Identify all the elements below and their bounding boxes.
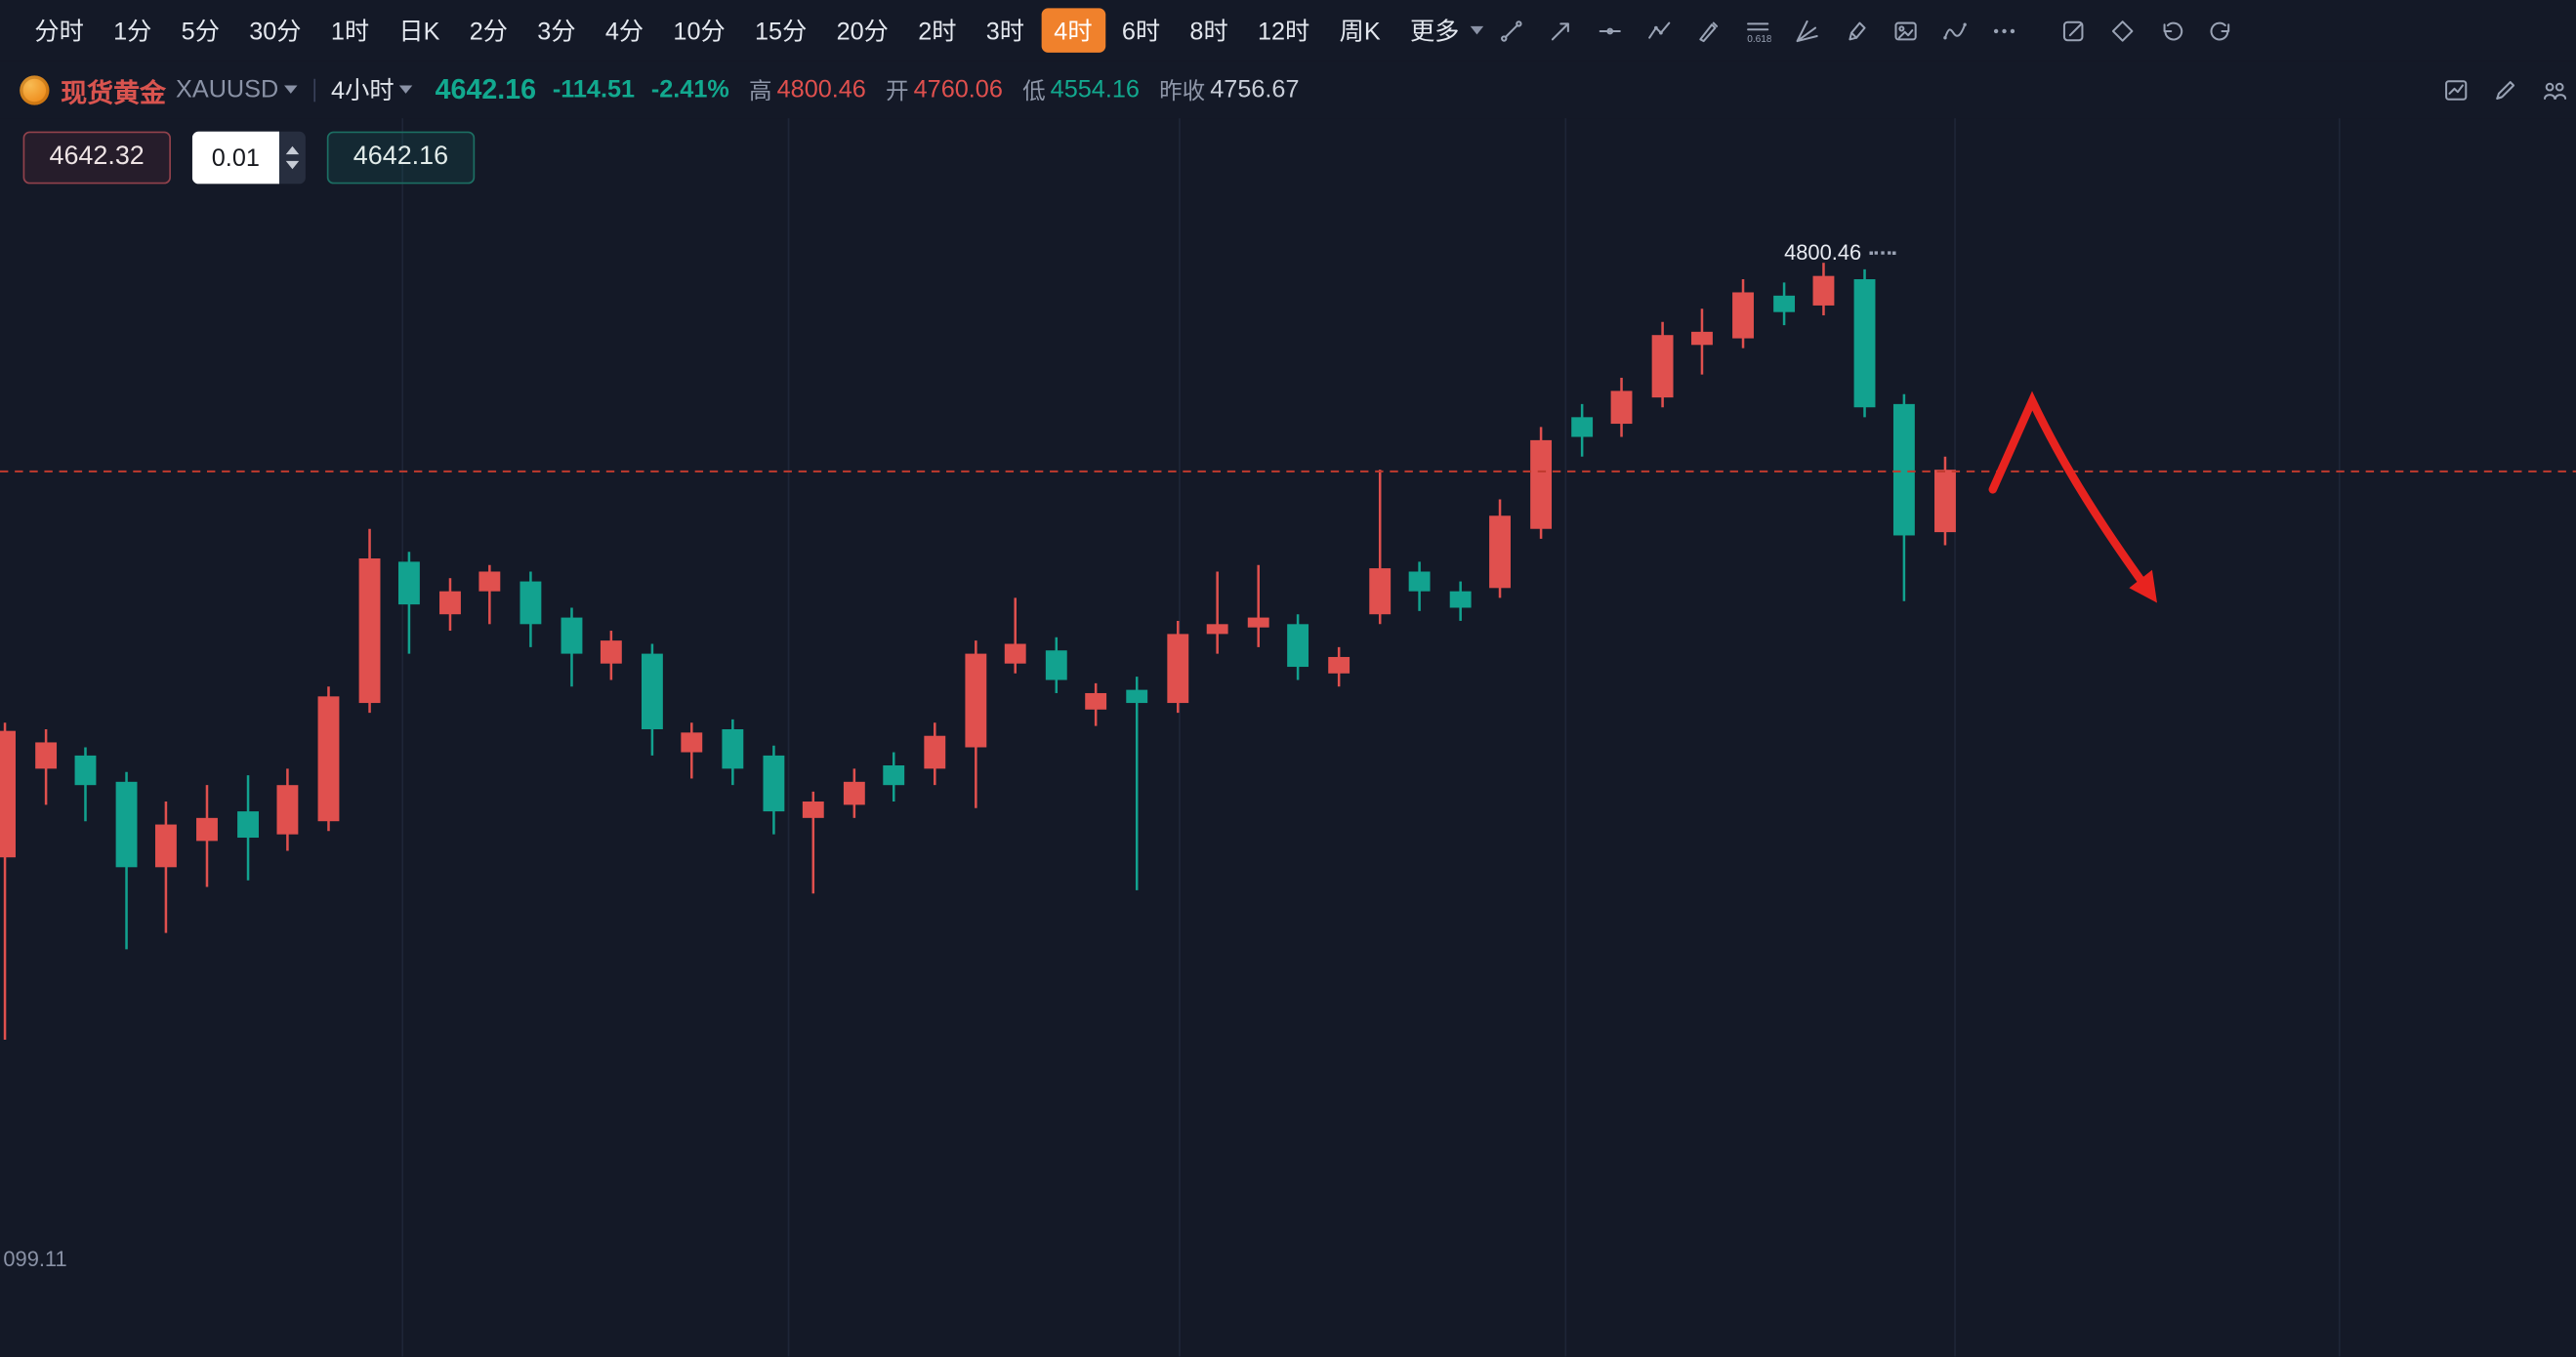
indicator-icon[interactable] [2443, 76, 2470, 103]
marker-icon[interactable] [1844, 18, 1870, 44]
order-panel: 4642.32 0.01 4642.16 [22, 131, 476, 185]
price-change: -114.51 [552, 75, 636, 103]
low-label: 低 [1022, 76, 1046, 103]
sell-price-button[interactable]: 4642.32 [22, 131, 171, 185]
timeframe-1时[interactable]: 1时 [317, 8, 382, 52]
brush-icon[interactable] [1696, 18, 1723, 44]
quantity-stepper[interactable]: 0.01 [191, 131, 307, 185]
timeframe-10分[interactable]: 10分 [660, 8, 738, 52]
symbol-ticker-text: XAUUSD [176, 75, 279, 103]
high-price-text: 4800.46 [1784, 239, 1862, 265]
high-price-label: 4800.46 [1784, 239, 1896, 265]
timeframe-30分[interactable]: 30分 [236, 8, 314, 52]
image-icon[interactable] [1893, 18, 1920, 44]
axis-partial-label: 099.11 [3, 1246, 67, 1272]
chevron-down-icon [283, 85, 297, 94]
timeframe-2分[interactable]: 2分 [456, 8, 520, 52]
more-tools-icon[interactable] [1992, 18, 2018, 44]
timeframe-list: 分时 1分 5分 30分 1时 日K 2分 3分 4分 10分 15分 20分 2时 3时 4时 6时 8时 12… [20, 8, 1499, 53]
timeframe-4分[interactable]: 4分 [592, 8, 656, 52]
open-value: 4760.06 [913, 75, 1003, 103]
edit-chart-icon[interactable] [2060, 18, 2087, 44]
symbol-ticker-select[interactable]: XAUUSD [176, 75, 297, 103]
chevron-down-icon [398, 85, 413, 94]
undo-icon[interactable] [2159, 18, 2185, 44]
fan-lines-icon[interactable] [1795, 18, 1821, 44]
timeframe-5分[interactable]: 5分 [168, 8, 232, 52]
timeframe-3分[interactable]: 3分 [524, 8, 589, 52]
chevron-down-icon [1471, 25, 1484, 35]
quantity-spin-buttons [279, 131, 307, 185]
price-change-pct: -2.41% [650, 75, 729, 103]
timeframe-6时[interactable]: 6时 [1108, 8, 1173, 52]
quantity-value[interactable]: 0.01 [191, 131, 280, 185]
timeframe-4时[interactable]: 4时 [1040, 8, 1106, 53]
polyline-icon[interactable] [1646, 18, 1673, 44]
ray-arrow-icon[interactable] [1548, 18, 1574, 44]
svg-text:0.618: 0.618 [1748, 33, 1771, 44]
prev-close-label: 昨收 [1159, 76, 1206, 103]
timeframe-8时[interactable]: 8时 [1177, 8, 1241, 52]
quote-bar-icons [2443, 76, 2567, 103]
prev-close-value: 4756.67 [1210, 75, 1300, 103]
pencil-icon[interactable] [2492, 76, 2518, 103]
timeframe-20分[interactable]: 20分 [823, 8, 901, 52]
gold-coin-icon [20, 74, 50, 104]
interval-select[interactable]: 4小时 [331, 72, 413, 106]
symbol-quote-bar: 现货黄金 XAUUSD 4小时 4642.16 -114.51 -2.41% 高… [0, 61, 2576, 119]
diamond-tool-icon[interactable] [2110, 18, 2137, 44]
timeframe-12时[interactable]: 12时 [1245, 8, 1323, 52]
dotted-line [1869, 250, 1896, 254]
divider [312, 77, 315, 102]
wave-icon[interactable] [1942, 18, 1969, 44]
timeframe-日K[interactable]: 日K [386, 8, 453, 52]
interval-text: 4小时 [331, 77, 395, 105]
timeframe-3时[interactable]: 3时 [973, 8, 1037, 52]
timeframe-更多[interactable]: 更多 [1396, 8, 1497, 52]
users-icon[interactable] [2542, 76, 2568, 103]
timeframe-1分[interactable]: 1分 [101, 8, 165, 52]
trend-line-icon[interactable] [1499, 18, 1525, 44]
horizontal-line-icon[interactable] [1598, 18, 1624, 44]
high-label: 高 [749, 76, 772, 103]
redo-icon[interactable] [2209, 18, 2235, 44]
high-value: 4800.46 [776, 75, 866, 103]
last-price: 4642.16 [435, 72, 537, 104]
drawing-tools: 0.618 [1499, 18, 2018, 44]
open-label: 开 [886, 76, 909, 103]
quantity-decrease-button[interactable] [285, 160, 300, 170]
timeframe-周K[interactable]: 周K [1326, 8, 1393, 52]
timeframe-toolbar: 分时 1分 5分 30分 1时 日K 2分 3分 4分 10分 15分 20分 2时 3时 4时 6时 8时 12… [0, 0, 2576, 62]
fib-retracement-icon[interactable]: 0.618 [1745, 18, 1771, 44]
low-value: 4554.16 [1050, 75, 1140, 103]
quantity-increase-button[interactable] [285, 145, 300, 155]
timeframe-分时[interactable]: 分时 [21, 8, 97, 52]
buy-price-button[interactable]: 4642.16 [326, 131, 476, 185]
timeframe-15分[interactable]: 15分 [742, 8, 820, 52]
timeframe-2时[interactable]: 2时 [905, 8, 970, 52]
chart-action-tools [2060, 18, 2234, 44]
symbol-name: 现货黄金 [61, 79, 166, 108]
